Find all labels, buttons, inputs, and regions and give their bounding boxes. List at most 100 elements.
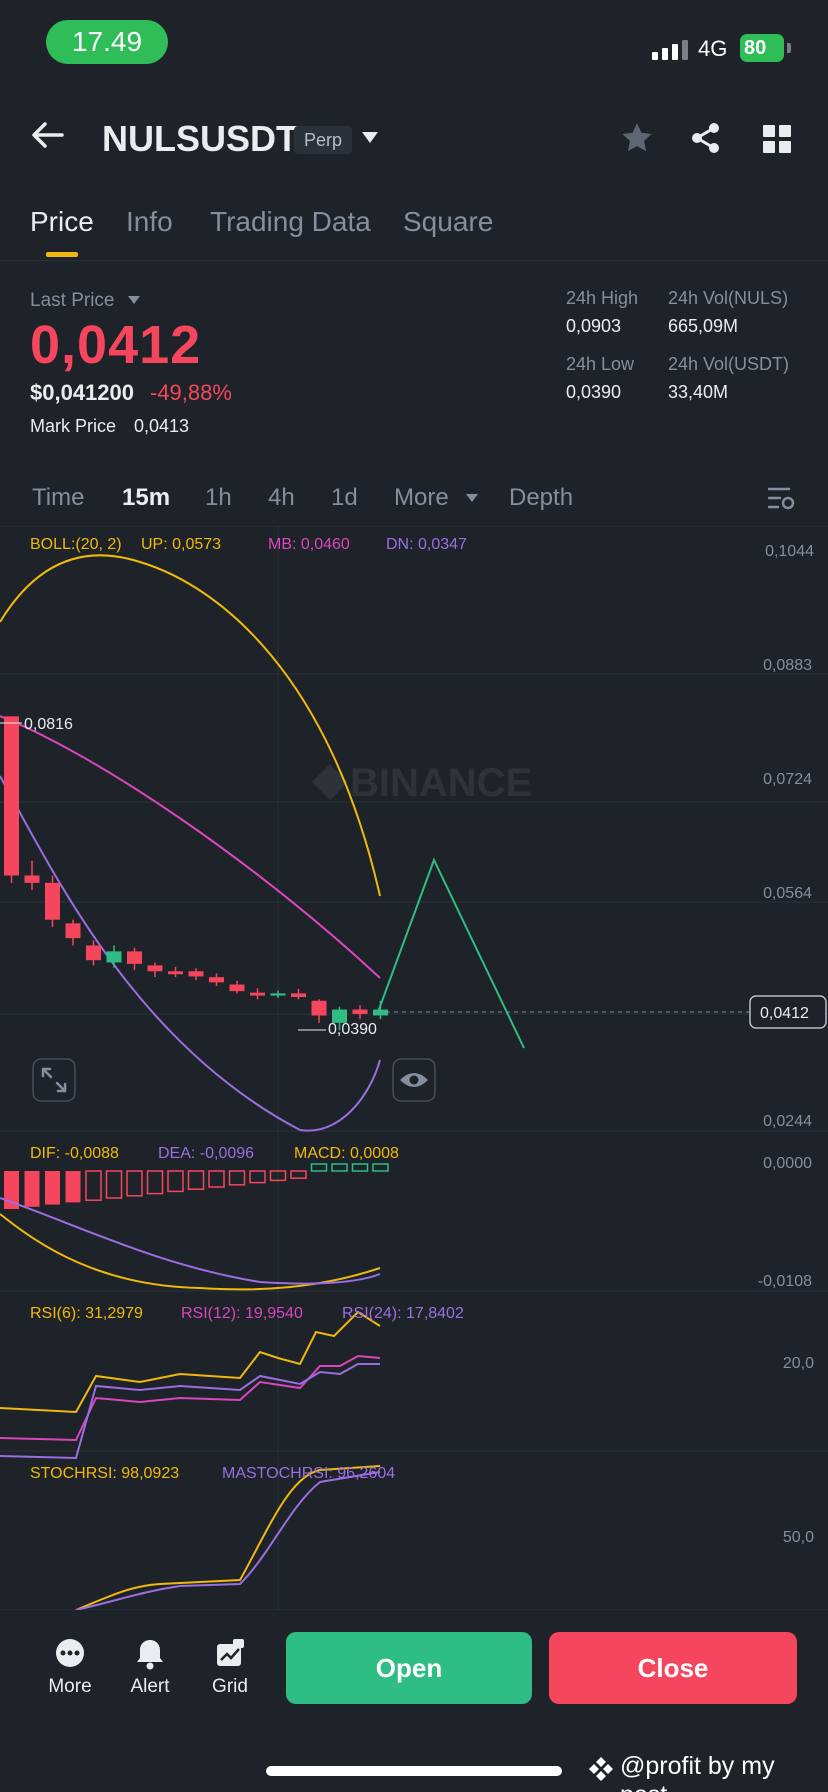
more-dropdown-icon[interactable] <box>466 494 478 502</box>
expand-chart-icon[interactable] <box>32 1058 76 1102</box>
macd-bar <box>65 1171 81 1203</box>
vol-nuls-label: 24h Vol(NULS) <box>668 288 789 308</box>
axis-price-5: 0,0244 <box>763 1113 812 1130</box>
macd-bar <box>126 1170 143 1197</box>
watermark-text: BINANCE <box>350 761 532 805</box>
mark-price-label: Mark Price <box>30 416 117 436</box>
interval-depth[interactable]: Depth <box>509 484 574 511</box>
rsi24-label: RSI(24): 17,8402 <box>342 1305 464 1322</box>
vol-usdt-value: 33,40M <box>668 382 729 402</box>
vol-nuls-value: 665,09M <box>668 316 739 336</box>
interval-1h[interactable]: 1h <box>205 484 232 511</box>
current-price-tag: 0,0412 <box>760 1005 809 1022</box>
overlay-watermark-text: @profit by my post <box>620 1752 775 1792</box>
candle-body <box>127 951 142 964</box>
tab-price[interactable]: Price <box>30 206 94 237</box>
candles-group <box>4 716 388 1031</box>
price-change-percent: -49,88% <box>150 380 232 405</box>
macd-histogram <box>4 1163 389 1209</box>
last-price-label[interactable]: Last Price <box>30 290 115 311</box>
more-label[interactable]: More <box>48 1676 92 1697</box>
signal-icon <box>652 38 688 60</box>
status-time: 17.49 <box>46 20 168 64</box>
more-dots-icon[interactable] <box>55 1638 85 1673</box>
chart-settings-icon[interactable] <box>767 486 796 515</box>
axis-macd-2: -0,0108 <box>758 1273 812 1290</box>
low-marker-label: 0,0390 <box>328 1021 377 1038</box>
candlestick-chart[interactable]: BINANCE 0,0816 0,0390 0,0412 0,1044 0,08… <box>0 526 828 1610</box>
back-arrow-icon[interactable] <box>32 122 64 153</box>
share-icon[interactable] <box>690 122 722 159</box>
high-24h-value: 0,0903 <box>566 316 622 336</box>
macd-bar <box>24 1171 40 1207</box>
boll-middle-line <box>0 715 381 979</box>
eye-visibility-icon[interactable] <box>392 1058 436 1102</box>
tab-square[interactable]: Square <box>403 206 494 237</box>
open-position-button[interactable]: Open <box>286 1632 532 1704</box>
tabs-divider <box>0 260 828 261</box>
macd-bar <box>228 1170 246 1186</box>
interval-time[interactable]: Time <box>32 484 85 511</box>
close-position-button[interactable]: Close <box>549 1632 797 1704</box>
macd-bar <box>4 1171 19 1209</box>
stochrsi-line <box>75 1465 381 1610</box>
binance-watermark: BINANCE <box>312 761 532 805</box>
symbol-dropdown-icon[interactable] <box>362 132 378 143</box>
symbol-title[interactable]: NULSUSDT <box>102 118 298 159</box>
axis-rsi-1: 20,0 <box>783 1355 814 1372</box>
high-marker-label: 0,0816 <box>24 716 73 733</box>
macd-bar <box>187 1170 205 1190</box>
macd-bar <box>372 1163 389 1172</box>
vol-usdt-label: 24h Vol(USDT) <box>668 354 790 374</box>
boll-dn-label: DN: 0,0347 <box>386 536 467 553</box>
candle-body <box>373 1009 388 1016</box>
battery-level: 80 <box>744 37 767 59</box>
tab-info[interactable]: Info <box>126 206 173 237</box>
alert-bell-icon[interactable] <box>135 1638 165 1675</box>
battery-icon: 80 <box>740 34 784 62</box>
tab-trading-data[interactable]: Trading Data <box>210 206 371 237</box>
macd-bar <box>45 1171 60 1205</box>
rsi12-label: RSI(12): 19,9540 <box>181 1305 303 1322</box>
macd-bar <box>269 1170 287 1182</box>
macd-bar <box>146 1170 164 1195</box>
candle-body <box>24 875 40 883</box>
candle-body <box>332 1009 347 1023</box>
axis-price-2: 0,0883 <box>763 657 812 674</box>
candle-body <box>229 984 245 992</box>
favorite-star-icon[interactable] <box>620 122 654 159</box>
macd-bar <box>249 1170 266 1184</box>
macd-bar <box>310 1163 328 1172</box>
macd-bar <box>208 1170 225 1188</box>
interval-more[interactable]: More <box>394 484 449 511</box>
macd-bar <box>85 1170 102 1201</box>
rsi6-label: RSI(6): 31,2979 <box>30 1305 143 1322</box>
drawn-trendline <box>377 857 525 1049</box>
alert-label[interactable]: Alert <box>130 1676 170 1697</box>
macd-bar <box>351 1163 369 1172</box>
macd-value-label: MACD: 0,0008 <box>294 1145 399 1162</box>
axis-price-3: 0,0724 <box>763 771 812 788</box>
interval-4h[interactable]: 4h <box>268 484 295 511</box>
axis-price-1: 0,1044 <box>765 543 814 560</box>
macd-bar <box>167 1170 184 1193</box>
macd-dif-line <box>0 1213 381 1291</box>
interval-15m[interactable]: 15m <box>122 484 171 511</box>
macd-dea-label: DEA: -0,0096 <box>158 1145 254 1162</box>
last-price-value: 0,0412 <box>30 315 202 375</box>
grid-bot-icon[interactable] <box>215 1638 245 1673</box>
rsi-12-line <box>0 1354 381 1442</box>
rsi-6-line <box>0 1310 381 1414</box>
grid-label[interactable]: Grid <box>212 1676 248 1697</box>
usd-price-value: $0,041200 <box>30 380 134 405</box>
layout-grid-icon[interactable] <box>762 124 792 159</box>
high-24h-label: 24h High <box>566 288 639 308</box>
candle-body <box>270 993 286 996</box>
candle-body <box>147 965 163 972</box>
last-price-dropdown-icon[interactable] <box>128 296 140 304</box>
boll-mb-label: MB: 0,0460 <box>268 536 350 553</box>
candle-body <box>291 993 306 998</box>
mark-price-value: 0,0413 <box>134 416 190 436</box>
interval-1d[interactable]: 1d <box>331 484 358 511</box>
candle-body <box>188 971 204 977</box>
